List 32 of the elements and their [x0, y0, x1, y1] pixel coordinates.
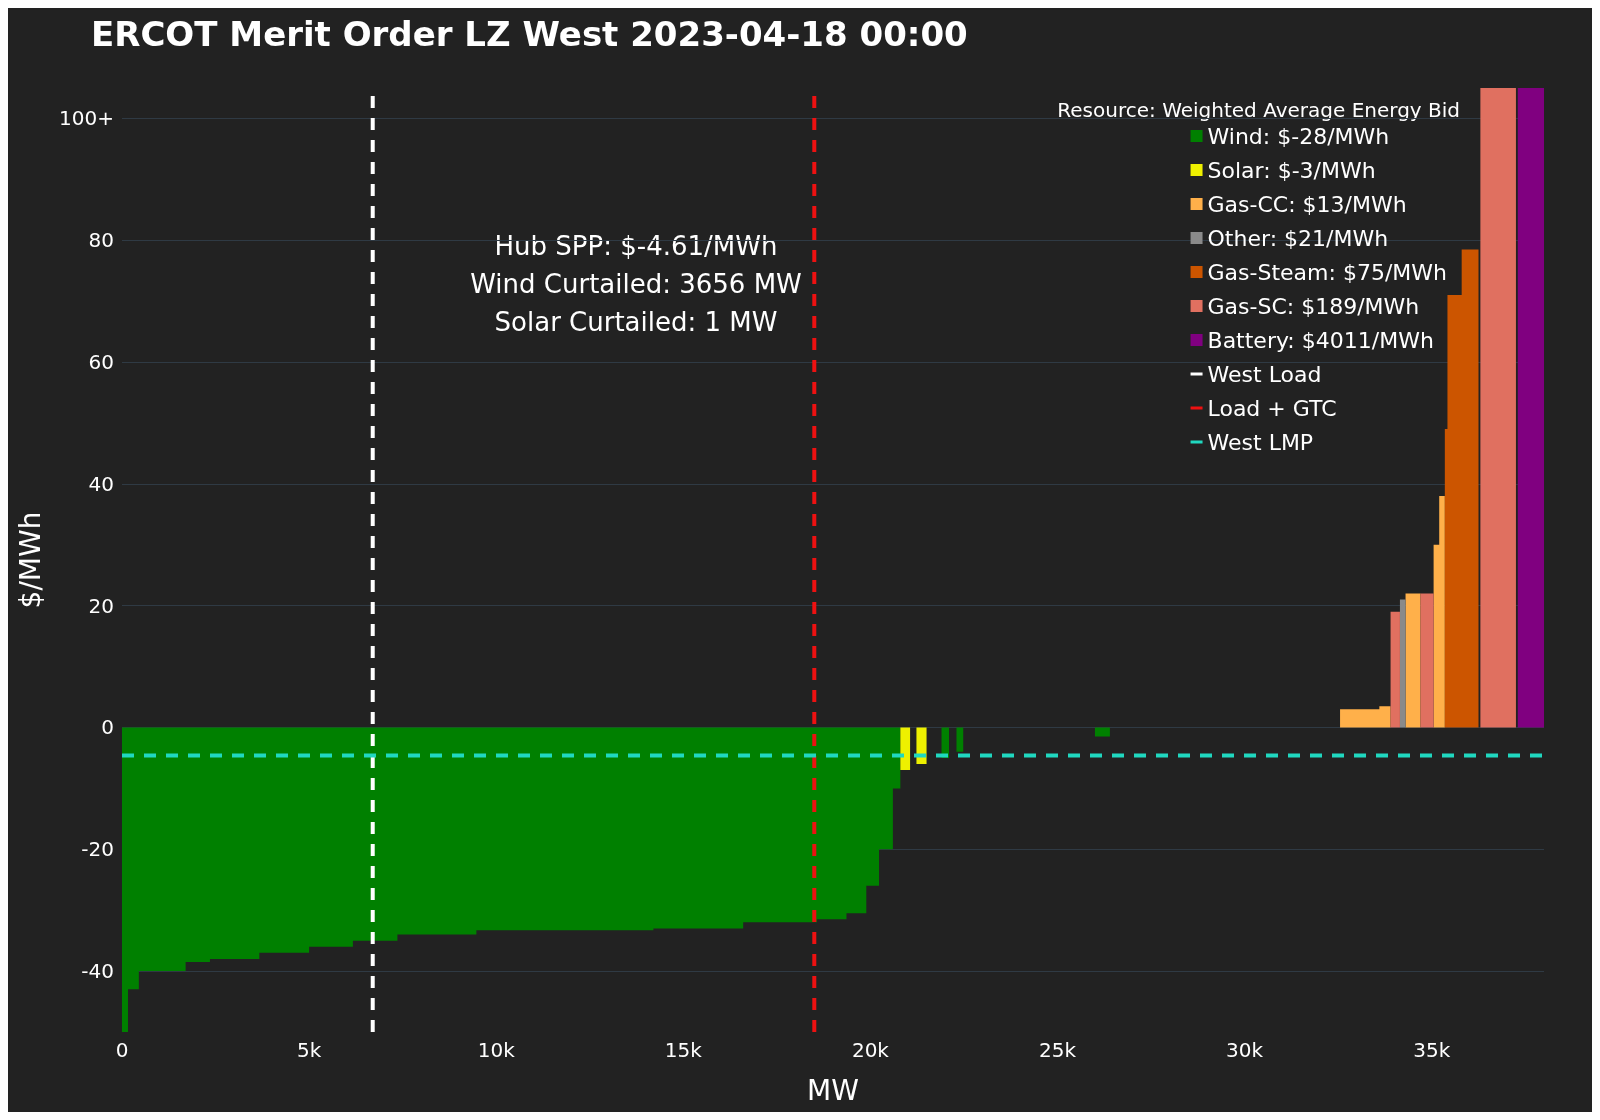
y-tick-label: 20: [88, 593, 114, 618]
x-tick-label: 10k: [477, 1038, 516, 1062]
y-tick-label: 40: [88, 471, 114, 496]
x-tick-label: 15k: [664, 1038, 703, 1062]
y-tick-label: -40: [81, 959, 114, 984]
y-tick-label: 100+: [59, 106, 114, 131]
x-tick-label: 20k: [851, 1038, 890, 1062]
y-axis-title: $/MWh: [13, 511, 47, 609]
legend-label: West LMP: [1207, 429, 1314, 455]
legend-label: Other: $21/MWh: [1207, 225, 1389, 251]
annotation: Wind Curtailed: 3656 MW: [470, 269, 802, 299]
x-tick-label: 30k: [1226, 1038, 1264, 1062]
legend-label: Load + GTC: [1207, 395, 1337, 421]
y-tick-label: 0: [101, 715, 114, 740]
legend-label: West Load: [1207, 361, 1322, 387]
x-axis-title: MW: [807, 1073, 859, 1107]
legend-label: Gas-CC: $13/MWh: [1207, 191, 1407, 217]
x-tick-label: 5k: [296, 1038, 322, 1062]
legend-label: Gas-SC: $189/MWh: [1207, 293, 1420, 319]
y-tick-label: 80: [88, 228, 114, 253]
y-tick-label: 60: [88, 350, 114, 375]
y-tick-label: -20: [81, 837, 114, 862]
legend-label: Battery: $4011/MWh: [1207, 327, 1434, 353]
chart-title: ERCOT Merit Order LZ West 2023-04-18 00:00: [91, 14, 968, 54]
x-tick-label: 25k: [1039, 1038, 1077, 1062]
annotation: Solar Curtailed: 1 MW: [494, 307, 778, 337]
x-tick-label: 35k: [1413, 1038, 1451, 1062]
legend-label: Wind: $-28/MWh: [1207, 123, 1390, 149]
legend-label: Gas-Steam: $75/MWh: [1207, 259, 1448, 285]
legend-label: Solar: $-3/MWh: [1207, 157, 1376, 183]
legend-title: Resource: Weighted Average Energy Bid: [1057, 98, 1460, 122]
x-tick-label: 0: [115, 1038, 129, 1062]
